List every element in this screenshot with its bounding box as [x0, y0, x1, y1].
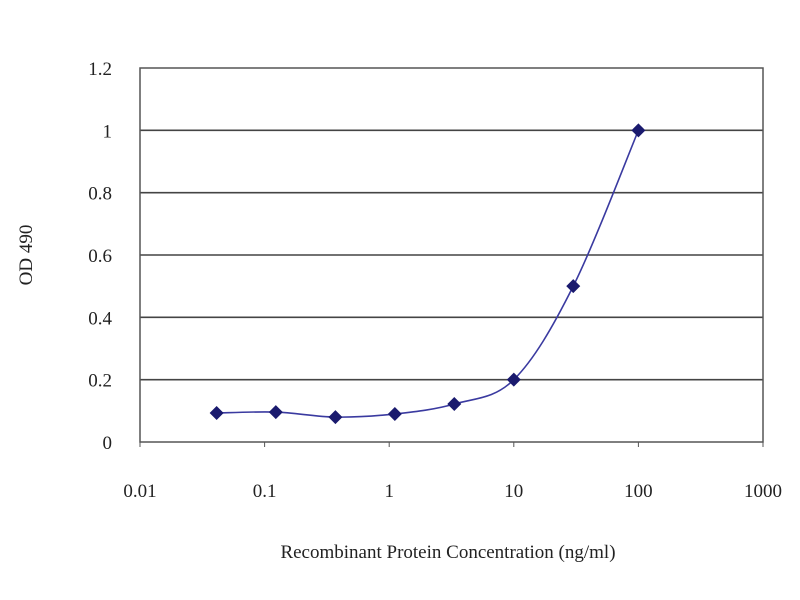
x-tick-label: 1 — [384, 481, 394, 502]
y-tick-label: 1.2 — [88, 59, 112, 80]
data-point — [387, 406, 402, 421]
x-tick-label: 10 — [504, 481, 523, 502]
data-point — [268, 405, 283, 420]
x-tick-label: 100 — [624, 481, 653, 502]
series-line — [216, 130, 640, 418]
data-point — [506, 372, 521, 387]
y-tick-label: 0.2 — [88, 371, 112, 392]
data-point — [328, 410, 343, 425]
x-tick-label: 0.1 — [253, 481, 277, 502]
y-tick-label: 0.6 — [88, 246, 112, 267]
y-tick-label: 0.4 — [88, 308, 112, 329]
x-axis-label: Recombinant Protein Concentration (ng/ml… — [280, 542, 615, 563]
data-point — [566, 279, 581, 294]
x-tick-label: 0.01 — [123, 481, 156, 502]
x-tick-label: 1000 — [744, 481, 782, 502]
y-tick-label: 0 — [103, 433, 113, 454]
y-axis-label: OD 490 — [16, 225, 37, 286]
data-point — [209, 406, 224, 421]
plot-area — [139, 67, 764, 443]
y-tick-label: 0.8 — [88, 184, 112, 205]
data-point — [447, 396, 462, 411]
data-point — [631, 123, 646, 138]
y-tick-label: 1 — [103, 121, 113, 142]
